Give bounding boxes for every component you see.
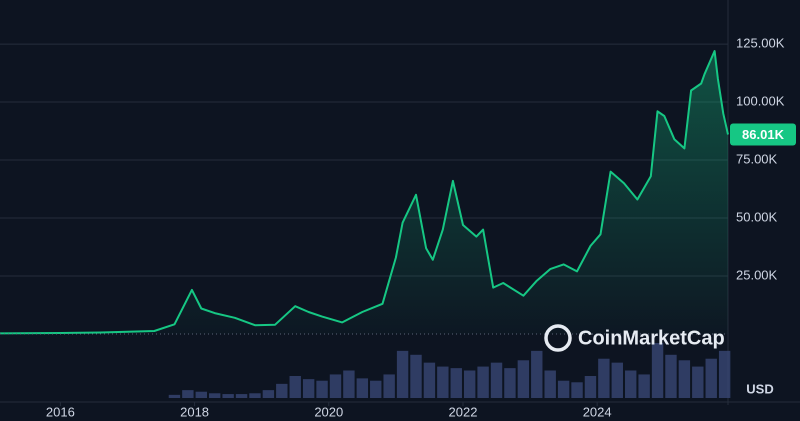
- watermark-text: CoinMarketCap: [578, 327, 725, 349]
- volume-bar: [504, 368, 516, 398]
- x-tick-label: 2016: [46, 404, 75, 419]
- price-line: [0, 50, 729, 335]
- last-price-label: 86.01K: [742, 127, 785, 142]
- volume-bar: [544, 370, 556, 398]
- y-tick-label: 100.00K: [736, 93, 785, 108]
- volume-bar: [222, 394, 234, 398]
- volume-bar: [316, 380, 328, 398]
- volume-bar: [477, 366, 489, 398]
- y-tick-label: 25.00K: [736, 267, 778, 282]
- volume-bar: [410, 354, 422, 398]
- grid: [0, 0, 800, 406]
- volume-bar: [571, 382, 583, 398]
- volume-bar: [531, 350, 543, 398]
- x-tick-label: 2022: [449, 404, 478, 419]
- volume-bar: [625, 370, 637, 398]
- volume-bar: [705, 358, 717, 398]
- volume-bar: [584, 376, 597, 398]
- volume-bar: [209, 393, 221, 398]
- volume-bar: [638, 374, 650, 398]
- watermark: CoinMarketCap: [544, 324, 725, 352]
- volume-bar: [437, 366, 449, 398]
- x-tick-label: 2018: [180, 404, 209, 419]
- volume-bar: [678, 360, 691, 398]
- volume-bar: [490, 362, 503, 398]
- volume-bar: [598, 358, 610, 398]
- volume-bar: [329, 374, 342, 398]
- volume-bar: [302, 379, 315, 398]
- volume-bar: [356, 378, 369, 398]
- volume-bar: [182, 390, 194, 398]
- last-price-tag: [730, 123, 796, 146]
- volume-bar: [651, 343, 664, 398]
- volume-bar: [262, 390, 275, 398]
- logo: [544, 324, 572, 352]
- x-tick-label: 2020: [314, 404, 343, 419]
- volume-bar: [276, 383, 288, 398]
- plot: [0, 50, 729, 335]
- volume-bar: [517, 360, 530, 398]
- volume-bar: [235, 394, 248, 398]
- volume-bar: [370, 380, 382, 398]
- volume-bar: [463, 370, 476, 398]
- volume-bar: [195, 391, 207, 398]
- volume-bars: [168, 343, 731, 398]
- volume-bar: [665, 354, 677, 398]
- y-tick-label: 50.00K: [736, 209, 778, 224]
- volume-bar: [249, 393, 261, 398]
- y-tick-label: 75.00K: [736, 151, 778, 166]
- y-tick-label: 125.00K: [736, 36, 785, 51]
- volume-bar: [289, 376, 301, 398]
- volume-bar: [611, 362, 623, 398]
- volume-bar: [396, 350, 409, 398]
- volume-bar: [692, 366, 704, 398]
- area-fill: [0, 51, 728, 334]
- volume-bar: [383, 374, 395, 398]
- volume-bar: [168, 394, 181, 398]
- currency-label: USD: [746, 381, 773, 396]
- volume-bar: [343, 370, 355, 398]
- volume-bar: [718, 350, 731, 398]
- x-tick-label: 2024: [583, 404, 612, 419]
- volume-bar: [450, 368, 462, 398]
- volume-bar: [557, 380, 570, 398]
- volume-bar: [423, 362, 436, 398]
